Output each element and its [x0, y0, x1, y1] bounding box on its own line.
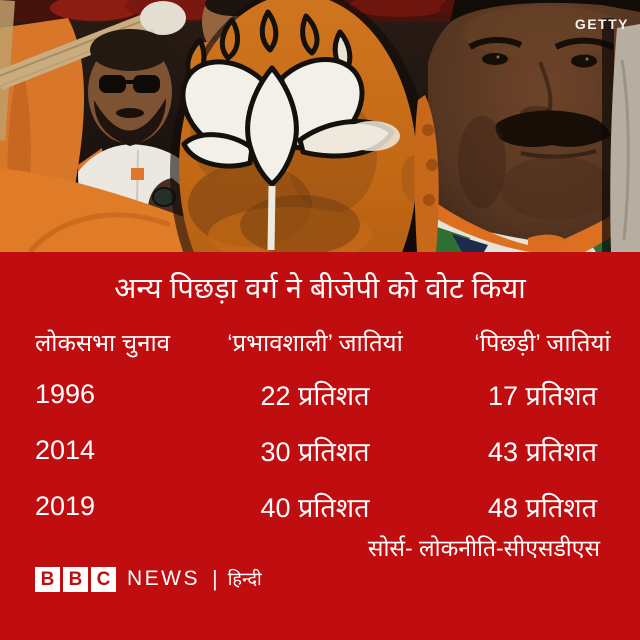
bbc-news-hindi-logo: B B C NEWS | हिन्दी [35, 564, 640, 594]
influential-pct-cell: 30 प्रतिशत [260, 437, 370, 467]
backward-pct-cell: 48 प्रतिशत [487, 493, 598, 523]
bbc-logo-box-c: C [91, 566, 116, 592]
column-header-backward: ‘पिछड़ी’ जातियां [474, 329, 611, 357]
right-supporter-face [428, 0, 640, 252]
photo-illustration [0, 0, 640, 252]
table-row: 2019 40 प्रतिशत 48 प्रतिशत [0, 488, 640, 523]
table-row: 1996 22 प्रतिशत 17 प्रतिशत [0, 376, 640, 411]
backward-pct-cell: 17 प्रतिशत [487, 381, 598, 411]
language-label: हिन्दी [227, 569, 262, 589]
right-bystander-clothing [602, 18, 640, 252]
influential-pct-cell: 40 प्रतिशत [260, 493, 370, 523]
news-wordmark: NEWS [127, 567, 200, 590]
year-cell: 2019 [35, 491, 96, 521]
column-header-election: लोकसभा चुनाव [35, 329, 171, 357]
table-row: 2014 30 प्रतिशत 43 प्रतिशत [0, 432, 640, 467]
bbc-logo-box-b1: B [35, 566, 60, 592]
lotus-symbol [180, 9, 400, 251]
backward-pct-cell: 43 प्रतिशत [487, 437, 598, 467]
source-note: सोर्स- लोकनीति-सीएसडीएस [367, 535, 600, 561]
chart-title: अन्य पिछड़ा वर्ग ने बीजेपी को वोट किया [114, 273, 526, 305]
photo-header: GETTY [0, 0, 640, 252]
year-cell: 2014 [35, 435, 96, 465]
column-header-influential: ‘प्रभावशाली’ जातियां [227, 329, 403, 357]
influential-pct-cell: 22 प्रतिशत [260, 381, 370, 411]
photo-credit: GETTY [574, 16, 629, 32]
data-panel: अन्य पिछड़ा वर्ग ने बीजेपी को वोट किया ल… [0, 252, 640, 640]
vote-table: लोकसभा चुनाव ‘प्रभावशाली’ जातियां ‘पिछड़… [0, 324, 640, 524]
table-header-row: लोकसभा चुनाव ‘प्रभावशाली’ जातियां ‘पिछड़… [0, 324, 640, 360]
year-cell: 1996 [35, 379, 96, 409]
logo-separator: | [212, 566, 218, 591]
bbc-logo-box-b2: B [63, 566, 88, 592]
